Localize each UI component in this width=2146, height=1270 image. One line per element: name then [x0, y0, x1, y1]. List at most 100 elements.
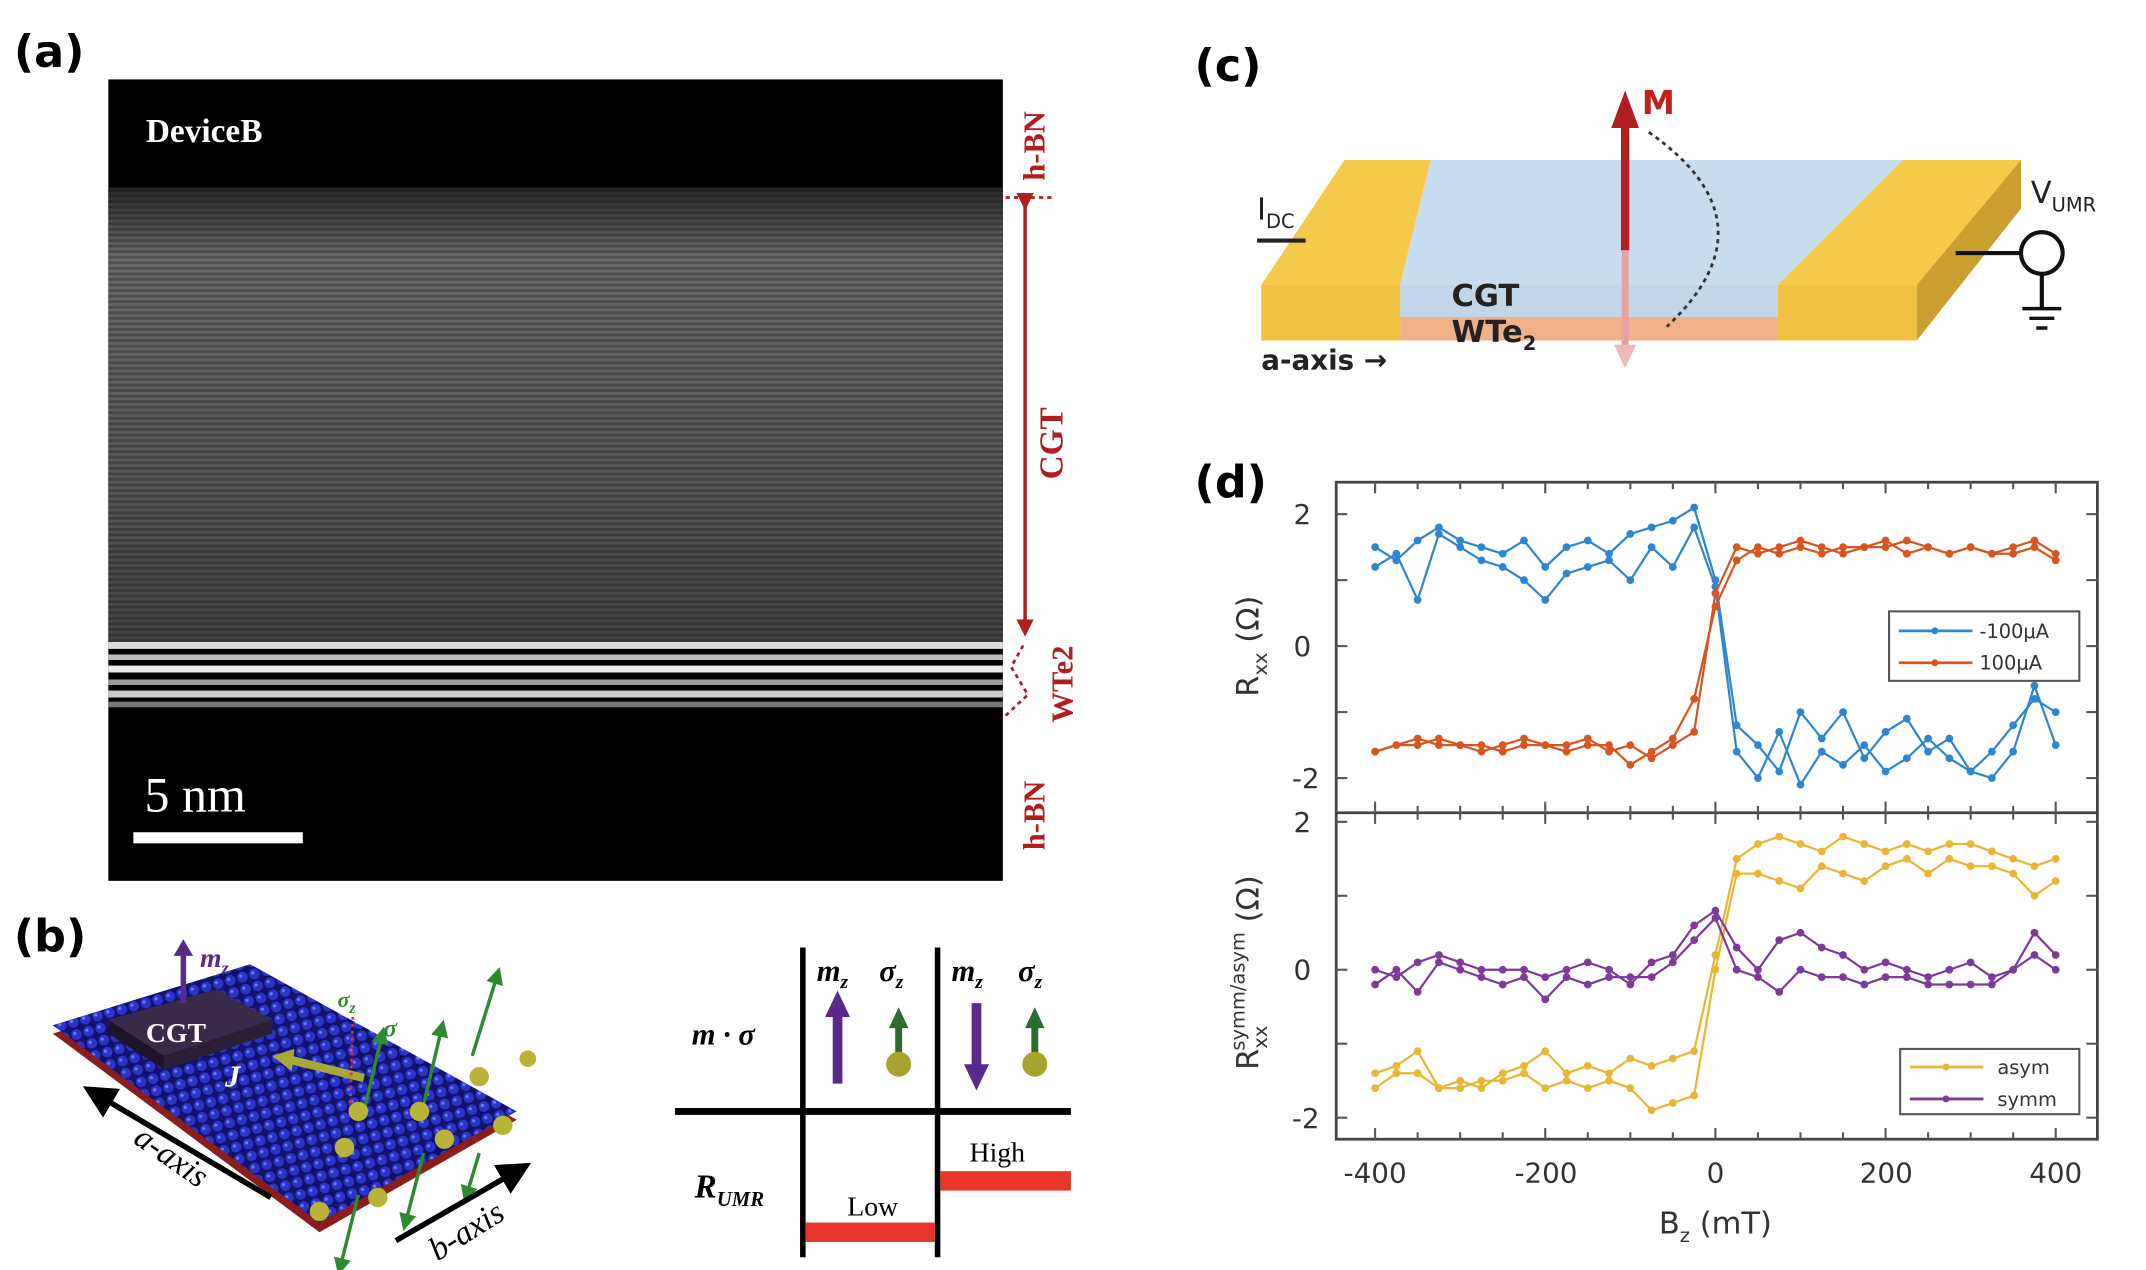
data-point	[1456, 958, 1465, 967]
data-point	[1860, 877, 1869, 885]
magnetization-label: M	[1642, 83, 1675, 122]
data-point	[1775, 988, 1784, 996]
data-point	[1966, 862, 1975, 871]
data-point	[1988, 847, 1996, 856]
data-point	[1435, 958, 1443, 967]
layer-label-cgt: CGT	[1034, 407, 1071, 479]
data-point	[1817, 973, 1826, 982]
data-point	[1456, 965, 1465, 974]
data-point	[1711, 965, 1720, 974]
data-point	[1732, 543, 1741, 552]
scale-bar-label: 5 nm	[144, 766, 246, 822]
vumr-label: VUMR	[2031, 176, 2096, 216]
data-point	[1817, 734, 1826, 743]
y-axis-label-bottom: Rxxsymm/asym (Ω)	[1227, 875, 1272, 1070]
device-schematic: M IDC VUMR CGT WTe2 a-axis →	[1257, 83, 2096, 377]
data-point	[1371, 965, 1379, 974]
mz-up-arrow	[825, 990, 851, 1084]
data-point	[1988, 774, 1996, 782]
legend-entry: symm	[1997, 1088, 2057, 1111]
data-point	[1881, 767, 1890, 776]
data-point	[1732, 943, 1741, 952]
data-point	[1902, 536, 1911, 545]
data-point	[1520, 734, 1528, 743]
b-axis-label: b-axis	[422, 1194, 511, 1269]
data-point	[1562, 1069, 1571, 1078]
data-point	[1924, 543, 1932, 552]
data-point	[2009, 747, 2018, 756]
mz-down-arrow	[963, 1003, 989, 1091]
data-point	[1413, 596, 1422, 604]
data-point	[1456, 543, 1465, 552]
data-point	[1435, 734, 1443, 743]
data-point	[1477, 1076, 1486, 1085]
data-point	[1413, 1069, 1422, 1078]
data-point	[1839, 832, 1847, 841]
data-point	[1435, 741, 1443, 749]
sigma-label: σ	[383, 1015, 398, 1042]
data-point	[1371, 747, 1379, 756]
low-bar	[805, 1222, 935, 1242]
data-point	[1626, 973, 1635, 982]
data-point	[1966, 958, 1975, 967]
m-dot-sigma-label: m · σ	[692, 1018, 757, 1052]
data-point	[2051, 741, 2060, 749]
data-point	[1647, 754, 1656, 763]
x-tick-label: 200	[1860, 1156, 1913, 1189]
data-point	[1732, 721, 1741, 730]
y-tick-bottom-neg2: -2	[1292, 1102, 1320, 1135]
data-point	[1583, 536, 1592, 545]
data-point	[1541, 596, 1550, 604]
data-point	[1796, 536, 1805, 545]
data-point	[2030, 951, 2039, 959]
data-point	[1647, 523, 1656, 532]
data-point	[1668, 734, 1677, 743]
series--100μA	[1371, 503, 2060, 789]
data-point	[1562, 747, 1571, 756]
x-axis-label: Bz (mT)	[1659, 1207, 1772, 1247]
y-tick-bottom-2: 2	[1294, 806, 1312, 839]
data-point	[2030, 891, 2039, 900]
data-point	[1860, 741, 1869, 749]
data-point	[1754, 869, 1762, 878]
data-point	[1668, 516, 1677, 525]
y-tick-top-0: 0	[1294, 630, 1312, 663]
data-point	[1605, 965, 1613, 974]
legend-top: -100μA 100μA	[1887, 610, 2081, 682]
data-point	[1605, 549, 1613, 558]
data-point	[1924, 973, 1932, 982]
data-point	[1413, 536, 1422, 545]
data-point	[1902, 854, 1911, 863]
data-point	[1626, 1054, 1635, 1063]
data-point	[1732, 854, 1741, 863]
data-point	[2009, 869, 2018, 878]
high-bar	[940, 1171, 1071, 1191]
data-point	[1775, 549, 1784, 558]
data-point	[1562, 973, 1571, 982]
data-point	[1881, 727, 1890, 736]
data-point	[1647, 747, 1656, 756]
col2-head-s: σz	[1018, 954, 1042, 993]
cgt-layer-label: CGT	[1452, 279, 1520, 314]
data-point	[2030, 695, 2039, 703]
data-point	[1541, 1084, 1550, 1092]
data-point	[1754, 965, 1762, 974]
a-axis-direction-label: a-axis →	[1261, 344, 1387, 377]
data-point	[1371, 1084, 1379, 1092]
data-point	[2030, 536, 2039, 545]
data-point	[2051, 708, 2060, 716]
data-point	[1477, 1084, 1486, 1092]
data-point	[1817, 543, 1826, 552]
data-point	[1775, 877, 1784, 885]
data-point	[1605, 973, 1613, 982]
data-point	[1562, 965, 1571, 974]
data-point	[1817, 847, 1826, 856]
data-point	[1690, 503, 1699, 512]
data-point	[1456, 1084, 1465, 1092]
high-label: High	[970, 1137, 1026, 1168]
ground-icon	[2022, 306, 2062, 330]
data-point	[1796, 708, 1805, 716]
data-point	[1817, 862, 1826, 871]
data-point	[1541, 741, 1550, 749]
data-point	[1371, 1069, 1379, 1078]
